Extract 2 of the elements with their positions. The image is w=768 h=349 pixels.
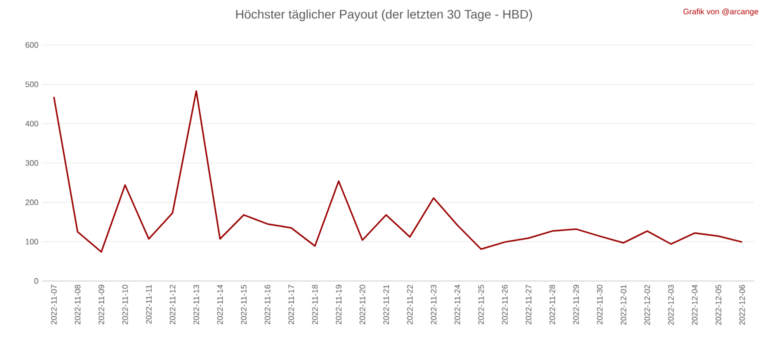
chart-title: Höchster täglicher Payout (der letzten 30 Tage - HBD) (236, 10, 532, 22)
line-series (53, 90, 743, 253)
